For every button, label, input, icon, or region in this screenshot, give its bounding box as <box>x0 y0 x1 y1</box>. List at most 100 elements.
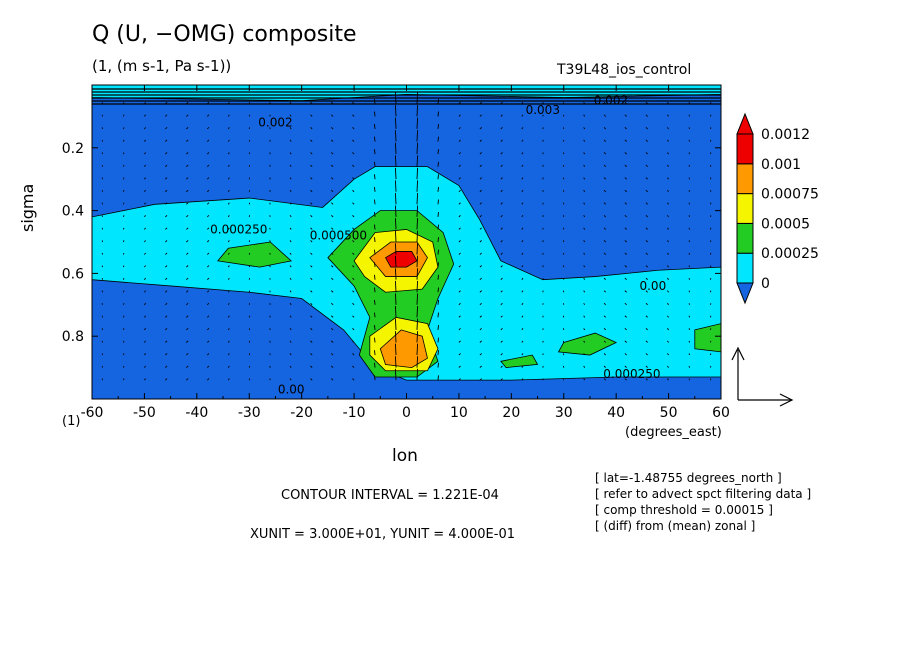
vector-arrow <box>165 353 168 356</box>
vector-arrow <box>688 227 690 230</box>
vector-arrow <box>206 177 210 180</box>
vector-arrow <box>624 302 627 306</box>
colorbar-segment <box>736 193 754 224</box>
vector-arrow <box>458 177 461 180</box>
vector-arrow <box>289 127 292 130</box>
vector-arrow <box>144 328 146 331</box>
vector-arrow <box>144 139 146 142</box>
vector-arrow <box>437 262 439 268</box>
notes-block: [ lat=-1.48755 degrees_north ] [ refer t… <box>595 470 811 534</box>
vector-arrow <box>416 356 419 368</box>
vector-arrow <box>688 177 690 180</box>
vector-arrow <box>479 202 482 205</box>
vector-arrow <box>416 280 419 293</box>
vector-arrow <box>688 139 690 142</box>
vector-arrow <box>165 252 168 255</box>
vector-arrow <box>624 164 627 167</box>
vector-arrow <box>603 290 607 293</box>
vector-arrow <box>186 290 189 293</box>
vector-arrow <box>458 227 461 230</box>
vector-arrow <box>289 353 292 356</box>
vector-arrow <box>603 365 607 368</box>
vector-arrow <box>458 139 461 142</box>
vector-arrow <box>416 155 419 167</box>
vector-arrow <box>144 114 146 117</box>
x-tick-label: -40 <box>185 405 208 421</box>
contour-label: 0.003 <box>526 103 560 117</box>
vector-arrow <box>521 152 524 155</box>
vector-arrow <box>289 202 292 205</box>
vector-arrow <box>144 127 146 130</box>
vector-arrow <box>624 315 627 318</box>
vector-arrow <box>310 152 313 155</box>
vector-arrow <box>458 378 461 381</box>
vector-arrow <box>583 302 586 306</box>
vector-arrow <box>123 152 125 155</box>
vector-arrow <box>165 127 168 130</box>
vector-arrow <box>583 164 586 167</box>
vector-arrow <box>583 152 586 155</box>
vector-arrow <box>394 255 397 268</box>
vector-arrow <box>624 127 627 130</box>
vector-arrow <box>394 142 397 155</box>
vector-arrow <box>416 331 419 343</box>
vector-arrow <box>331 252 334 255</box>
vector-arrow <box>645 189 648 193</box>
vector-arrow <box>458 114 461 117</box>
vector-arrow <box>624 189 627 193</box>
vector-arrow <box>500 227 503 230</box>
vector-arrow <box>416 368 419 381</box>
vector-arrow <box>227 265 230 268</box>
vector-arrow <box>144 277 146 280</box>
vector-arrow <box>603 114 607 117</box>
vector-arrow <box>144 315 146 318</box>
vector-arrow <box>289 189 292 193</box>
colorbar-label: 0.00075 <box>761 187 819 203</box>
vector-arrow <box>688 353 690 356</box>
vector-arrow <box>144 353 146 356</box>
vector-arrow <box>458 202 461 205</box>
vector-arrow <box>123 227 125 230</box>
vector-arrow <box>310 227 313 230</box>
vector-arrow <box>206 302 210 306</box>
vector-arrow <box>583 227 586 230</box>
vector-arrow <box>416 142 419 155</box>
vector-arrow <box>310 353 313 356</box>
contour-label: 0.000250 <box>210 222 267 236</box>
vector-arrow <box>688 127 690 130</box>
vector-arrow <box>394 218 397 230</box>
vector-arrow <box>227 277 230 280</box>
vector-arrow <box>479 127 482 130</box>
vector-arrow <box>667 290 669 293</box>
vector-arrow <box>123 378 125 381</box>
vector-arrow <box>479 302 482 306</box>
vector-arrow <box>394 343 397 356</box>
vector-arrow <box>206 265 210 268</box>
vector-arrow <box>437 224 439 230</box>
vector-arrow <box>688 277 690 280</box>
vector-arrow <box>458 302 461 306</box>
x-tick-label: 10 <box>450 405 468 421</box>
vector-arrow <box>437 111 439 117</box>
vector-arrow <box>206 227 210 230</box>
vector-arrow <box>374 274 376 280</box>
vector-arrow <box>583 277 586 280</box>
vector-arrow <box>667 302 669 306</box>
vector-arrow <box>688 315 690 318</box>
vector-arrow <box>165 378 168 381</box>
vector-arrow <box>416 305 419 318</box>
vector-arrow <box>624 240 627 243</box>
vector-arrow <box>123 265 125 268</box>
vector-arrow <box>374 237 376 243</box>
vector-arrow <box>186 139 189 142</box>
vector-arrow <box>479 227 482 230</box>
vector-arrow <box>144 290 146 293</box>
vector-arrow <box>374 362 376 368</box>
vector-arrow <box>583 252 586 255</box>
vector-arrow <box>227 114 230 117</box>
vector-arrow <box>289 227 292 230</box>
vector-arrow <box>688 252 690 255</box>
vector-arrow <box>521 365 524 368</box>
vector-arrow <box>144 252 146 255</box>
run-name: T39L48_ios_control <box>557 62 692 78</box>
